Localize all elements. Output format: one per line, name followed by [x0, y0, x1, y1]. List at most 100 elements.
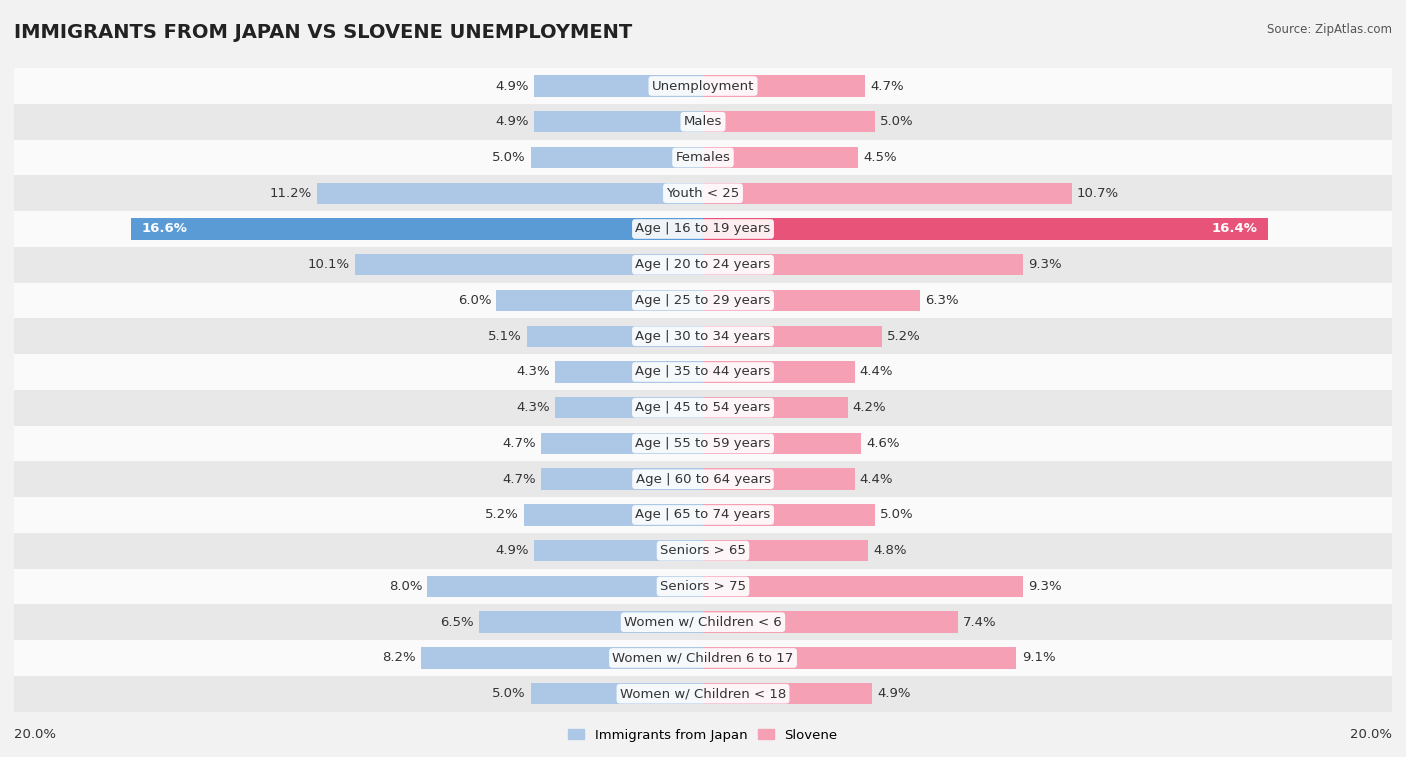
Text: 11.2%: 11.2%: [270, 187, 312, 200]
Bar: [427, 576, 703, 597]
Bar: [14, 569, 1392, 604]
Text: Age | 55 to 59 years: Age | 55 to 59 years: [636, 437, 770, 450]
Bar: [527, 326, 703, 347]
Text: 5.0%: 5.0%: [492, 687, 526, 700]
Bar: [14, 676, 1392, 712]
Bar: [524, 504, 703, 525]
Bar: [14, 640, 1392, 676]
Text: 16.6%: 16.6%: [142, 223, 187, 235]
Text: 6.5%: 6.5%: [440, 615, 474, 629]
Text: 8.0%: 8.0%: [388, 580, 422, 593]
Text: 5.0%: 5.0%: [880, 115, 914, 128]
Bar: [14, 139, 1392, 176]
Text: 4.6%: 4.6%: [866, 437, 900, 450]
Text: Youth < 25: Youth < 25: [666, 187, 740, 200]
Text: 6.3%: 6.3%: [925, 294, 959, 307]
Bar: [555, 397, 703, 419]
Text: Age | 65 to 74 years: Age | 65 to 74 years: [636, 509, 770, 522]
Bar: [541, 433, 703, 454]
Bar: [131, 218, 703, 240]
Bar: [14, 176, 1392, 211]
Text: 7.4%: 7.4%: [963, 615, 997, 629]
Bar: [14, 497, 1392, 533]
Bar: [531, 147, 703, 168]
Bar: [14, 604, 1392, 640]
Text: 4.2%: 4.2%: [853, 401, 886, 414]
Text: Age | 30 to 34 years: Age | 30 to 34 years: [636, 330, 770, 343]
Bar: [14, 104, 1392, 139]
Text: Women w/ Children < 6: Women w/ Children < 6: [624, 615, 782, 629]
Text: 20.0%: 20.0%: [1350, 727, 1392, 741]
Bar: [356, 254, 703, 276]
Text: IMMIGRANTS FROM JAPAN VS SLOVENE UNEMPLOYMENT: IMMIGRANTS FROM JAPAN VS SLOVENE UNEMPLO…: [14, 23, 633, 42]
Text: Males: Males: [683, 115, 723, 128]
Text: Age | 60 to 64 years: Age | 60 to 64 years: [636, 472, 770, 486]
Text: 9.3%: 9.3%: [1029, 580, 1062, 593]
Text: 16.4%: 16.4%: [1212, 223, 1257, 235]
Bar: [703, 647, 1017, 668]
Bar: [703, 433, 862, 454]
Text: 5.0%: 5.0%: [492, 151, 526, 164]
Bar: [703, 218, 1268, 240]
Bar: [531, 683, 703, 705]
Text: Age | 25 to 29 years: Age | 25 to 29 years: [636, 294, 770, 307]
Text: 5.1%: 5.1%: [488, 330, 522, 343]
Bar: [534, 111, 703, 132]
Text: 6.0%: 6.0%: [457, 294, 491, 307]
Bar: [14, 247, 1392, 282]
Text: 5.2%: 5.2%: [887, 330, 921, 343]
Text: 4.7%: 4.7%: [502, 437, 536, 450]
Bar: [555, 361, 703, 383]
Bar: [14, 390, 1392, 425]
Bar: [14, 319, 1392, 354]
Text: Age | 16 to 19 years: Age | 16 to 19 years: [636, 223, 770, 235]
Bar: [14, 68, 1392, 104]
Bar: [703, 147, 858, 168]
Text: 4.5%: 4.5%: [863, 151, 897, 164]
Bar: [14, 461, 1392, 497]
Text: 4.9%: 4.9%: [495, 115, 529, 128]
Text: 20.0%: 20.0%: [14, 727, 56, 741]
Bar: [541, 469, 703, 490]
Text: 8.2%: 8.2%: [382, 652, 415, 665]
Bar: [496, 290, 703, 311]
Bar: [703, 182, 1071, 204]
Text: 4.9%: 4.9%: [495, 79, 529, 92]
Bar: [318, 182, 703, 204]
Bar: [703, 254, 1024, 276]
Bar: [703, 290, 920, 311]
Bar: [703, 612, 957, 633]
Bar: [420, 647, 703, 668]
Text: Seniors > 75: Seniors > 75: [659, 580, 747, 593]
Text: 4.9%: 4.9%: [877, 687, 911, 700]
Text: 4.7%: 4.7%: [870, 79, 904, 92]
Text: 4.4%: 4.4%: [859, 472, 893, 486]
Bar: [703, 540, 869, 562]
Text: Females: Females: [675, 151, 731, 164]
Bar: [14, 282, 1392, 319]
Bar: [14, 354, 1392, 390]
Bar: [534, 75, 703, 97]
Legend: Immigrants from Japan, Slovene: Immigrants from Japan, Slovene: [564, 723, 842, 747]
Text: Seniors > 65: Seniors > 65: [659, 544, 747, 557]
Text: 9.3%: 9.3%: [1029, 258, 1062, 271]
Text: 4.4%: 4.4%: [859, 366, 893, 378]
Text: 4.7%: 4.7%: [502, 472, 536, 486]
Text: 9.1%: 9.1%: [1022, 652, 1056, 665]
Bar: [534, 540, 703, 562]
Text: Women w/ Children < 18: Women w/ Children < 18: [620, 687, 786, 700]
Bar: [703, 397, 848, 419]
Bar: [703, 469, 855, 490]
Bar: [703, 683, 872, 705]
Text: Unemployment: Unemployment: [652, 79, 754, 92]
Bar: [14, 533, 1392, 569]
Bar: [703, 326, 882, 347]
Text: 10.7%: 10.7%: [1077, 187, 1119, 200]
Bar: [703, 111, 875, 132]
Text: 4.8%: 4.8%: [873, 544, 907, 557]
Bar: [703, 75, 865, 97]
Text: 4.9%: 4.9%: [495, 544, 529, 557]
Text: 5.2%: 5.2%: [485, 509, 519, 522]
Text: 5.0%: 5.0%: [880, 509, 914, 522]
Bar: [703, 504, 875, 525]
